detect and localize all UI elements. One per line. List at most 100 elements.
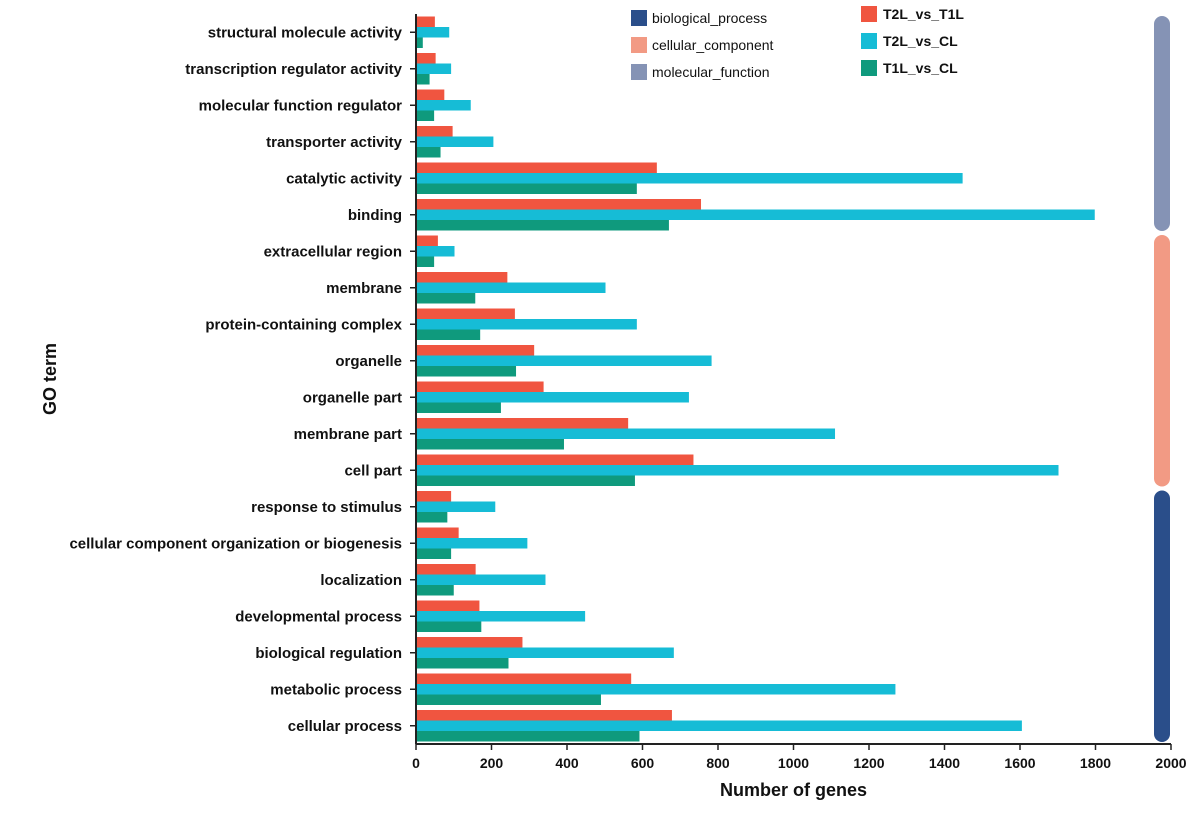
bar-t2l-vs-cl-14 (417, 538, 528, 549)
category-label: transcription regulator activity (185, 61, 402, 78)
category-label: cell part (344, 462, 402, 479)
x-tick-label: 1600 (1004, 755, 1035, 771)
bar-t2l-vs-t1l-6 (417, 235, 438, 246)
category-label: transporter activity (266, 134, 403, 151)
category-label: organelle (335, 353, 402, 370)
bar-t2l-vs-cl-10 (417, 392, 689, 403)
category-label: cellular component organization or bioge… (69, 535, 402, 552)
bar-t2l-vs-t1l-17 (417, 637, 523, 648)
bar-t2l-vs-cl-4 (417, 173, 963, 184)
legend-label: molecular_function (652, 64, 770, 80)
x-axis-title: Number of genes (720, 780, 867, 800)
x-tick-label: 0 (412, 755, 420, 771)
bar-t2l-vs-t1l-2 (417, 89, 445, 100)
legend-swatch-biological-process (631, 10, 647, 26)
bar-t2l-vs-cl-2 (417, 100, 471, 111)
category-label: binding (348, 207, 402, 224)
bar-t1l-vs-cl-19 (417, 731, 640, 742)
y-axis-title: GO term (40, 343, 60, 415)
legend-label: cellular_component (652, 37, 774, 53)
bar-t2l-vs-t1l-8 (417, 308, 515, 319)
bar-t2l-vs-t1l-1 (417, 53, 436, 64)
bar-t1l-vs-cl-3 (417, 147, 441, 158)
bar-t2l-vs-cl-15 (417, 574, 546, 585)
bar-t2l-vs-t1l-3 (417, 126, 453, 137)
bar-t2l-vs-t1l-12 (417, 454, 694, 465)
legend-label: T1L_vs_CL (883, 60, 958, 76)
category-label: biological regulation (255, 645, 402, 662)
x-tick-label: 600 (631, 755, 655, 771)
bar-t2l-vs-cl-12 (417, 465, 1059, 476)
legend-swatch-t1l-vs-cl (861, 60, 877, 76)
group-bar-cellular-component (1154, 235, 1170, 487)
bar-t2l-vs-cl-3 (417, 136, 494, 147)
bar-t1l-vs-cl-10 (417, 402, 501, 413)
bar-t1l-vs-cl-14 (417, 548, 452, 559)
bar-t2l-vs-t1l-19 (417, 710, 672, 721)
bar-t2l-vs-t1l-10 (417, 381, 544, 392)
bar-t2l-vs-cl-7 (417, 282, 606, 293)
bar-t2l-vs-cl-17 (417, 647, 674, 658)
bar-t1l-vs-cl-11 (417, 439, 564, 450)
bar-t2l-vs-cl-9 (417, 355, 712, 366)
group-bar-molecular-function (1154, 16, 1170, 231)
x-tick-label: 1000 (778, 755, 809, 771)
x-tick-label: 800 (706, 755, 730, 771)
bar-t2l-vs-cl-8 (417, 319, 637, 330)
bar-t2l-vs-t1l-16 (417, 600, 480, 611)
bar-t1l-vs-cl-12 (417, 475, 635, 486)
bar-t1l-vs-cl-1 (417, 74, 430, 85)
bar-t2l-vs-t1l-18 (417, 673, 632, 684)
bar-t1l-vs-cl-15 (417, 585, 454, 596)
bar-t2l-vs-t1l-7 (417, 272, 508, 283)
category-label: molecular function regulator (199, 97, 403, 114)
category-label: organelle part (303, 389, 402, 406)
category-label: extracellular region (264, 243, 402, 260)
legend-swatch-t2l-vs-t1l (861, 6, 877, 22)
bar-t2l-vs-cl-5 (417, 209, 1095, 220)
category-label: response to stimulus (251, 499, 402, 516)
category-label: metabolic process (270, 681, 402, 698)
x-tick-label: 1400 (929, 755, 960, 771)
bar-t2l-vs-t1l-5 (417, 199, 702, 210)
bar-t2l-vs-cl-16 (417, 611, 586, 622)
bar-t1l-vs-cl-16 (417, 621, 482, 632)
x-tick-label: 1200 (853, 755, 884, 771)
bar-t1l-vs-cl-9 (417, 366, 517, 377)
bar-t1l-vs-cl-13 (417, 512, 448, 523)
bar-t1l-vs-cl-17 (417, 658, 509, 669)
bar-t1l-vs-cl-18 (417, 694, 601, 705)
bar-t2l-vs-cl-13 (417, 501, 496, 512)
bar-t1l-vs-cl-5 (417, 220, 669, 231)
bar-t1l-vs-cl-8 (417, 329, 481, 340)
bar-t2l-vs-t1l-14 (417, 527, 459, 538)
category-label: protein-containing complex (205, 316, 402, 333)
x-tick-label: 2000 (1155, 755, 1186, 771)
bar-t2l-vs-t1l-13 (417, 491, 452, 502)
bar-t2l-vs-t1l-11 (417, 418, 629, 429)
bar-t2l-vs-t1l-15 (417, 564, 476, 575)
legend-swatch-t2l-vs-cl (861, 33, 877, 49)
bar-t2l-vs-t1l-4 (417, 162, 657, 173)
category-label: membrane (326, 280, 402, 297)
bar-t2l-vs-cl-1 (417, 63, 452, 74)
group-bar-biological-process (1154, 490, 1170, 742)
legend-swatch-cellular-component (631, 37, 647, 53)
x-tick-label: 400 (555, 755, 579, 771)
x-tick-label: 200 (480, 755, 504, 771)
bar-t2l-vs-t1l-0 (417, 16, 435, 27)
x-tick-label: 1800 (1080, 755, 1111, 771)
category-label: structural molecule activity (208, 24, 403, 41)
bar-t2l-vs-cl-0 (417, 27, 450, 38)
category-label: cellular process (288, 718, 402, 735)
bar-t2l-vs-cl-19 (417, 720, 1022, 731)
category-label: developmental process (235, 608, 402, 625)
legend-label: T2L_vs_CL (883, 33, 958, 49)
bar-t1l-vs-cl-2 (417, 110, 435, 121)
legend-label: biological_process (652, 10, 767, 26)
bar-t2l-vs-cl-6 (417, 246, 455, 257)
bar-t1l-vs-cl-6 (417, 256, 435, 267)
legend-label: T2L_vs_T1L (883, 6, 964, 22)
